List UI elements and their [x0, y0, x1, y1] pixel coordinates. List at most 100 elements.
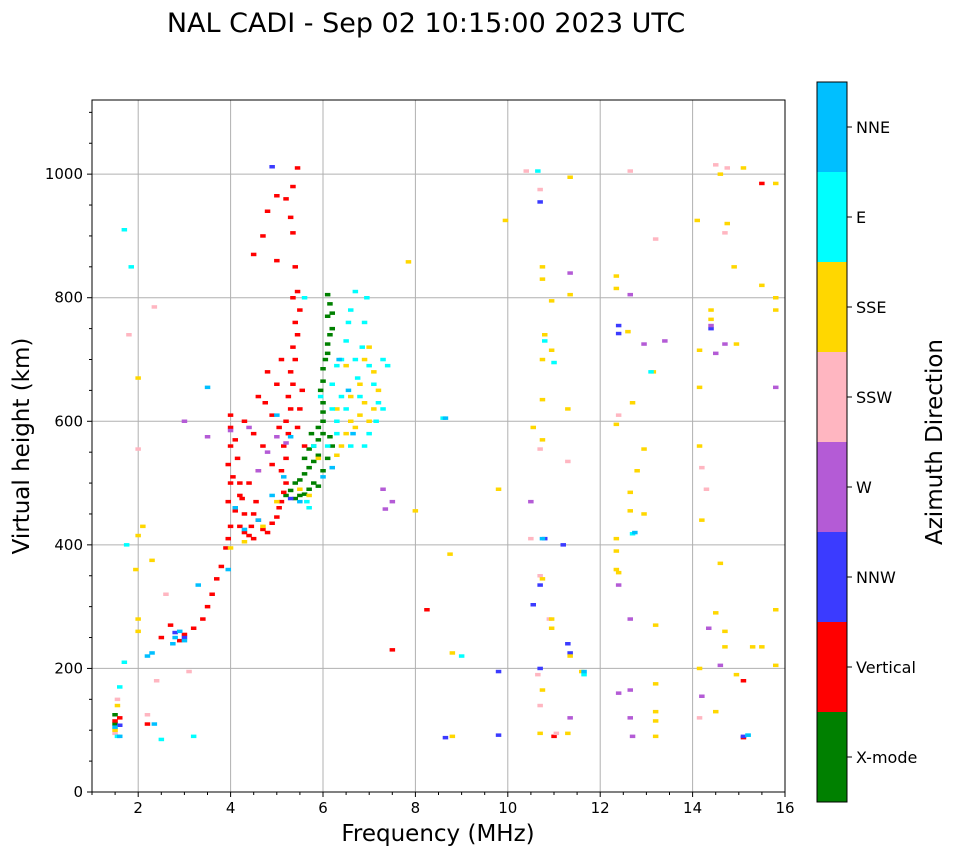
data-point-sse — [348, 394, 354, 399]
data-point-sse — [135, 629, 141, 634]
data-point-e — [121, 228, 128, 232]
colorbar-swatch — [817, 262, 847, 352]
data-point-sse — [759, 645, 765, 649]
data-point-sse — [652, 682, 659, 686]
y-tick-label: 600 — [54, 412, 83, 430]
data-point-x-mode — [320, 419, 326, 423]
x-tick-label: 8 — [411, 799, 421, 817]
data-point-nnw — [269, 165, 275, 169]
data-point-vertical — [283, 456, 289, 461]
data-point-ssw — [537, 187, 543, 192]
colorbar-tick-label: E — [856, 208, 866, 227]
y-tick-label: 0 — [73, 783, 83, 801]
data-point-sse — [613, 422, 620, 427]
colorbar-swatch — [817, 172, 847, 262]
data-point-ssw — [713, 163, 719, 167]
data-point-vertical — [297, 407, 303, 411]
data-point-sse — [548, 617, 555, 621]
x-tick-label: 2 — [133, 799, 143, 817]
data-point-vertical — [241, 530, 248, 535]
data-point-w — [773, 385, 779, 390]
data-point-ssw — [151, 305, 158, 309]
data-point-w — [204, 435, 211, 439]
data-point-e — [361, 320, 368, 325]
data-point-e — [334, 363, 340, 368]
data-point-nne — [442, 416, 449, 420]
colorbar-label: Azimuth Direction — [922, 339, 948, 545]
data-point-sse — [149, 558, 155, 563]
data-point-sse — [539, 265, 546, 269]
colorbar-frame — [816, 81, 848, 803]
data-point-sse — [699, 518, 705, 522]
data-point-vertical — [227, 413, 234, 417]
data-point-e — [304, 499, 310, 504]
data-point-nne — [172, 635, 178, 640]
colorbar: X-mode Vertical NNW W SSW SSE E NNE — [816, 81, 917, 803]
data-point-vertical — [269, 521, 275, 525]
data-point-vertical — [190, 626, 197, 630]
colorbar-tick-label: Vertical — [856, 658, 916, 677]
data-point-vertical — [278, 357, 285, 362]
data-point-sse — [274, 499, 280, 504]
data-point-x-mode — [297, 478, 303, 482]
data-point-sse — [361, 357, 368, 362]
data-point-e — [542, 339, 548, 343]
data-point-sse — [567, 654, 573, 658]
data-point-x-mode — [317, 388, 324, 393]
data-point-x-mode — [315, 425, 322, 430]
data-point-e — [117, 685, 123, 689]
data-point-x-mode — [306, 487, 312, 491]
data-point-sse — [135, 533, 141, 538]
data-point-vertical — [294, 289, 301, 294]
data-point-x-mode — [324, 292, 331, 297]
data-point-sse — [539, 577, 546, 581]
data-point-sse — [641, 447, 647, 451]
data-point-vertical — [301, 444, 308, 448]
data-point-sse — [334, 453, 340, 457]
data-point-sse — [694, 218, 700, 223]
data-point-x-mode — [327, 302, 333, 306]
data-point-e — [361, 444, 368, 448]
data-point-ssw — [537, 703, 543, 708]
colorbar-tick-label: NNE — [856, 118, 890, 137]
data-point-e — [384, 363, 391, 368]
data-point-vertical — [253, 499, 259, 504]
data-point-nnw — [537, 583, 543, 587]
data-point-sse — [567, 292, 573, 297]
data-point-vertical — [264, 370, 271, 374]
data-point-e — [311, 444, 317, 448]
data-point-sse — [724, 221, 730, 226]
data-point-sse — [405, 260, 412, 264]
data-point-nnw — [495, 669, 502, 674]
data-point-ssw — [535, 672, 541, 677]
data-point-nne — [255, 518, 262, 522]
data-point-e — [366, 431, 372, 436]
y-axis-label: Virtual height (km) — [9, 338, 35, 555]
data-point-w — [641, 342, 647, 346]
data-point-vertical — [112, 719, 118, 723]
data-point-sse — [652, 623, 659, 627]
colorbar-tick-label: SSE — [856, 298, 886, 317]
data-point-sse — [613, 549, 620, 553]
data-point-sse — [696, 348, 703, 352]
data-point-nne — [329, 465, 335, 470]
data-point-nnw — [537, 200, 543, 204]
data-point-sse — [530, 425, 536, 430]
data-point-vertical — [177, 638, 183, 643]
data-point-w — [662, 339, 668, 343]
data-point-nne — [112, 725, 118, 729]
data-point-sse — [412, 509, 419, 513]
data-point-vertical — [290, 184, 296, 189]
data-point-sse — [773, 663, 779, 668]
data-point-vertical — [294, 166, 301, 170]
data-point-vertical — [269, 462, 275, 467]
data-point-w — [567, 716, 573, 720]
data-point-nne — [539, 536, 546, 541]
data-point-sse — [733, 342, 740, 346]
data-point-sse — [773, 296, 779, 300]
data-point-e — [123, 543, 130, 547]
data-point-w — [615, 691, 622, 695]
data-point-x-mode — [292, 481, 298, 485]
data-point-vertical — [283, 419, 289, 423]
